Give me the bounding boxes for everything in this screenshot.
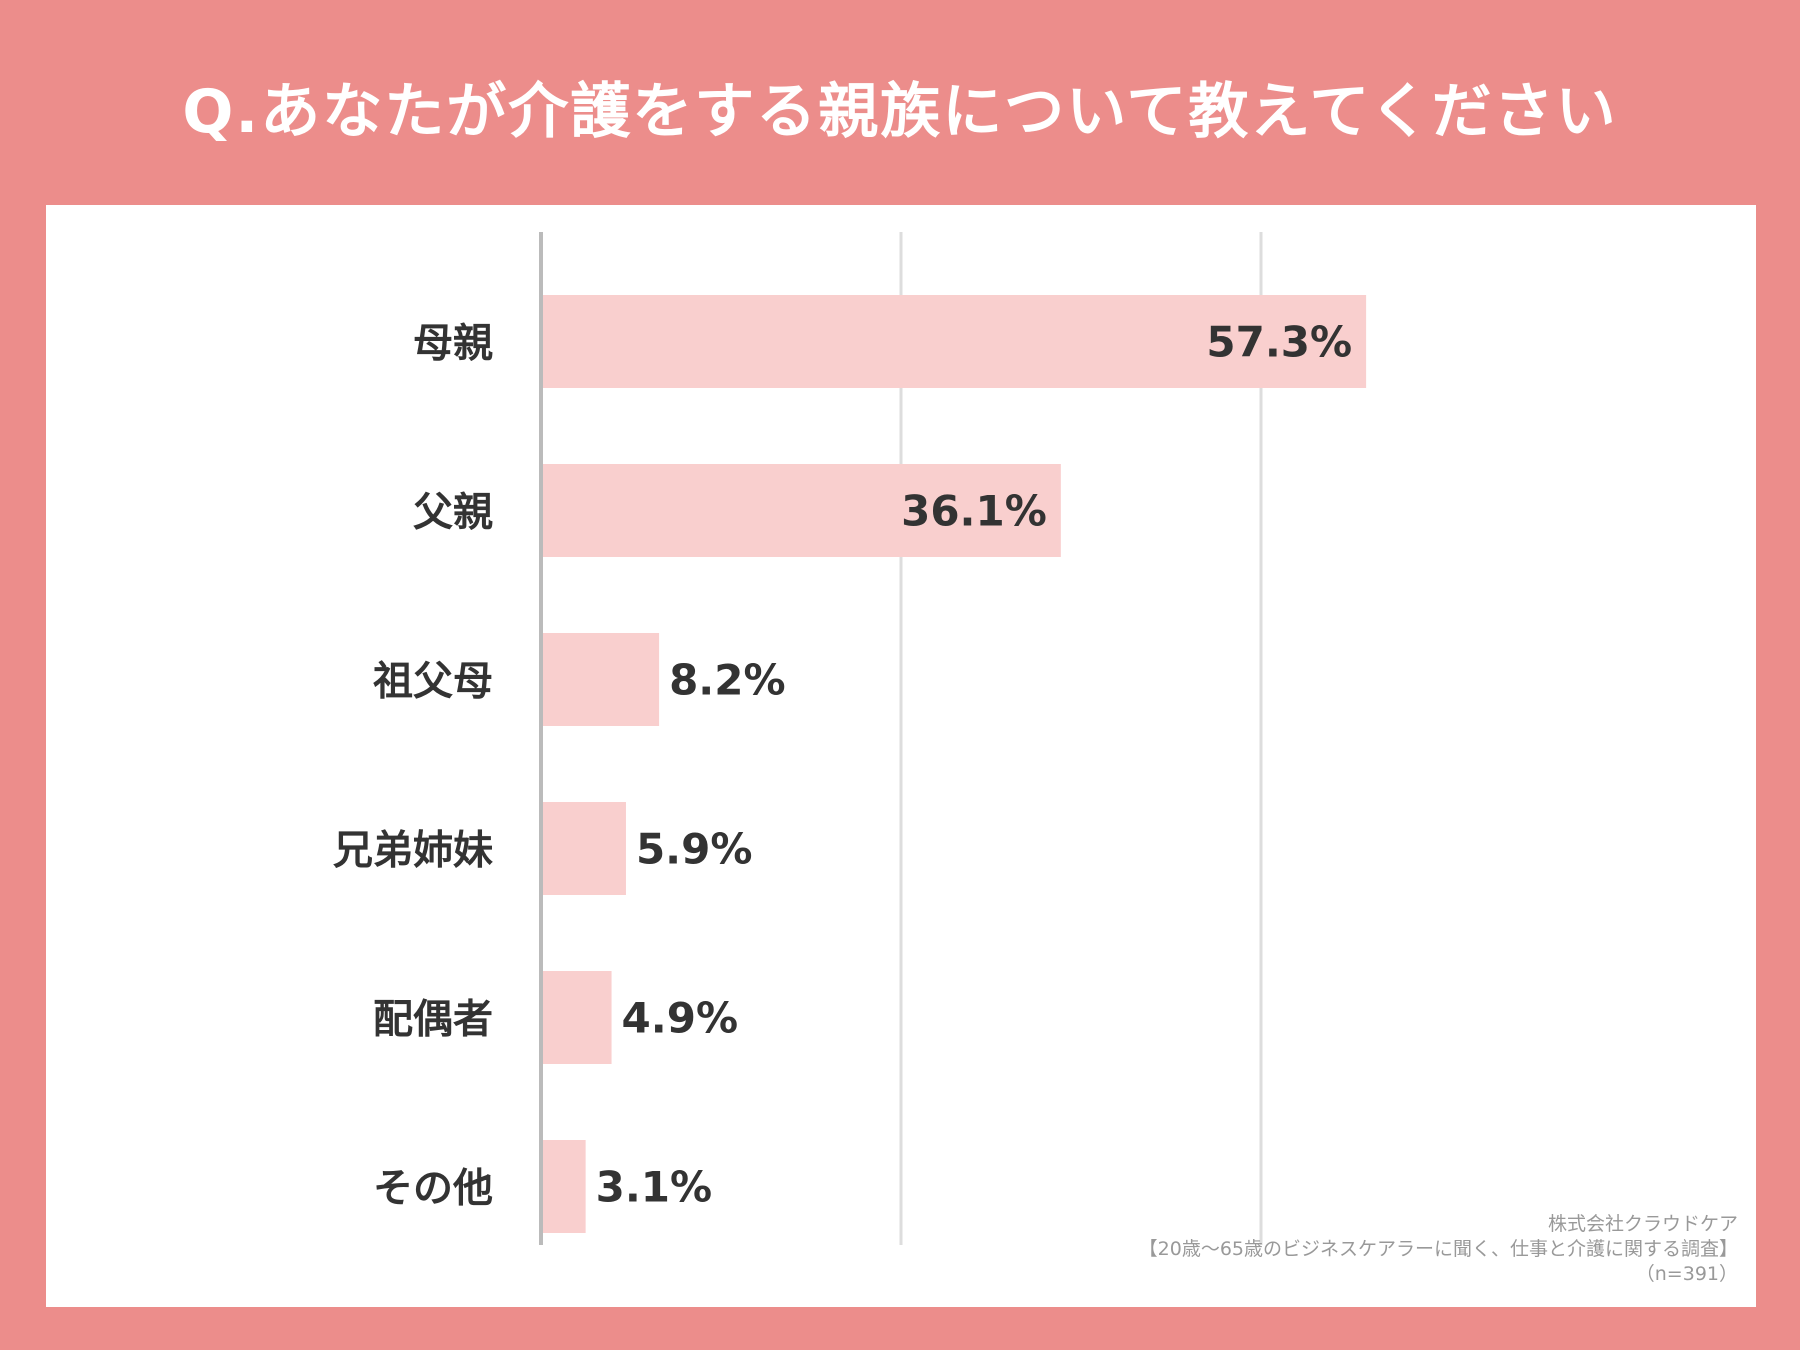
page-title: Q.あなたが介護をする親族について教えてください [182, 77, 1618, 147]
category-label: その他 [373, 1166, 493, 1212]
category-label: 母親 [413, 321, 493, 367]
chart-panel: 母親 57.3% 父親 36.1% 祖父母 8.2% 兄弟姉妹 5.9% 配偶者 4.9% その他 3… [46, 205, 1756, 1307]
bar [541, 295, 1367, 388]
source-note: 株式会社クラウドケア 【20歳〜65歳のビジネスケアラーに聞く、仕事と介護に関す… [1139, 1212, 1738, 1287]
bar [541, 802, 626, 895]
value-label: 4.9% [622, 994, 738, 1043]
category-label: 配偶者 [373, 997, 493, 1043]
value-label: 3.1% [596, 1163, 712, 1212]
category-label: 兄弟姉妹 [333, 828, 493, 874]
source-sample: （n=391） [1635, 1263, 1738, 1285]
bar [541, 464, 1061, 557]
bar-chart: 母親 57.3% 父親 36.1% 祖父母 8.2% 兄弟姉妹 5.9% 配偶者 4.9% その他 3… [333, 232, 1367, 1245]
value-label: 36.1% [901, 487, 1047, 536]
bar [541, 1140, 586, 1233]
value-label: 5.9% [636, 825, 752, 874]
value-label: 57.3% [1206, 318, 1352, 367]
category-label: 祖父母 [373, 659, 493, 705]
bar [541, 633, 660, 726]
bar [541, 971, 612, 1064]
source-company: 株式会社クラウドケア [1547, 1213, 1738, 1235]
value-label: 8.2% [669, 656, 785, 705]
source-survey: 【20歳〜65歳のビジネスケアラーに聞く、仕事と介護に関する調査】 [1138, 1238, 1738, 1260]
category-label: 父親 [413, 490, 493, 536]
